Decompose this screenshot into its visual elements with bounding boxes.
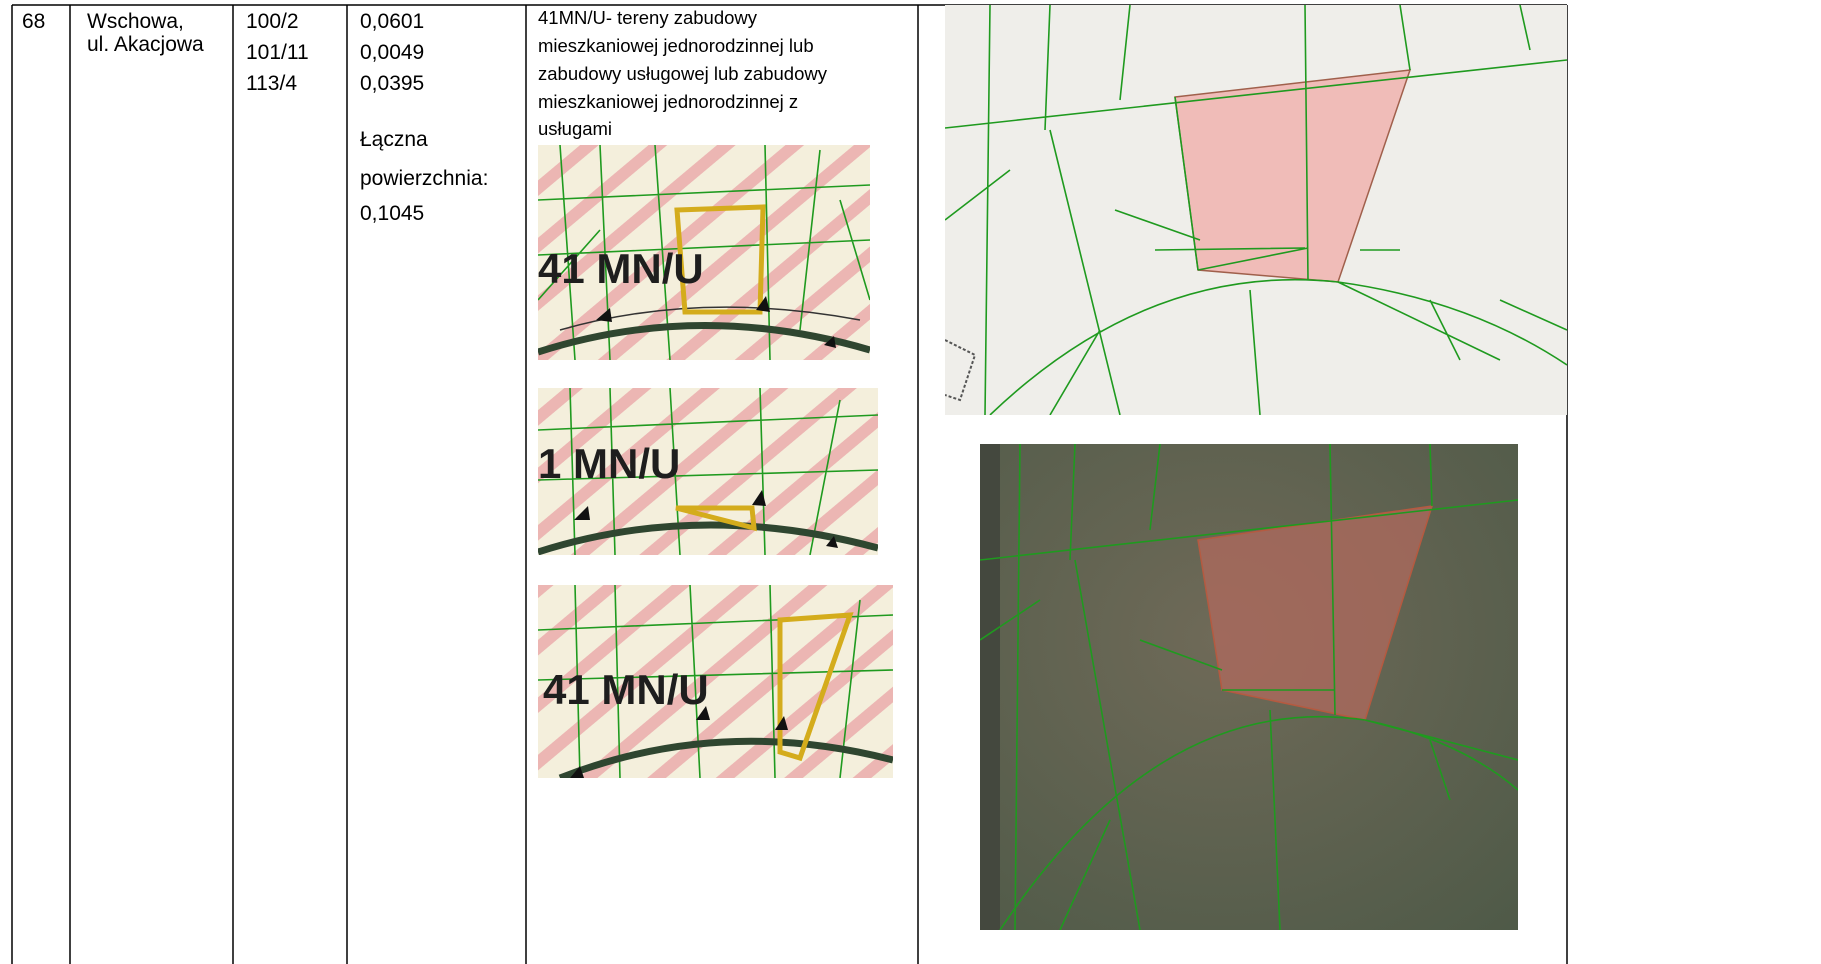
description: zabudowy usługowej lub zabudowy: [538, 63, 828, 84]
cadastral-map-part: [945, 339, 977, 402]
plan-map-part: [826, 536, 838, 548]
aerial-map-part: [980, 444, 1518, 930]
plan-map: 1 MN/U: [538, 388, 878, 555]
plan-label: 41 MN/U: [538, 245, 704, 292]
plan-map-part: [570, 766, 584, 778]
plan-map-part: [538, 388, 878, 555]
plan-label: 1 MN/U: [538, 440, 680, 487]
location: ul. Akacjowa: [87, 33, 204, 56]
parcel: 100/2: [246, 10, 299, 33]
plan-map-part: [538, 585, 893, 778]
plan-map-part: [824, 336, 836, 348]
description: 41MN/U- tereny zabudowy: [538, 7, 758, 28]
parcel: 113/4: [246, 72, 297, 95]
description: usługami: [538, 118, 612, 139]
plan-map-part: [675, 505, 757, 532]
total-label: powierzchnia:: [360, 167, 488, 190]
plan-map-part: [558, 737, 893, 778]
area: 0,0049: [360, 41, 424, 64]
area: 0,0395: [360, 72, 424, 95]
plan-map-part: [696, 706, 710, 720]
cadastral-map: [945, 5, 1567, 415]
parcel: 101/11: [246, 41, 309, 64]
total-label: Łączna: [360, 128, 428, 151]
total-area: 0,1045: [360, 202, 424, 225]
aerial-map-part: [980, 444, 1000, 930]
plan-map: 41 MN/U: [538, 585, 893, 778]
row-number: 68: [22, 10, 45, 33]
area: 0,0601: [360, 10, 424, 33]
location: Wschowa,: [87, 10, 184, 33]
plan-map: 41 MN/U: [538, 145, 870, 360]
plan-map-part: [574, 506, 590, 520]
aerial-map: [980, 444, 1518, 930]
cadastral-map-part: [945, 5, 1567, 415]
plan-map-part: [674, 204, 766, 315]
description: mieszkaniowej jednorodzinnej lub: [538, 35, 814, 56]
plan-map-part: [538, 322, 870, 356]
plan-map-part: [596, 308, 612, 322]
description: mieszkaniowej jednorodzinnej z: [538, 91, 798, 112]
plan-map-part: [538, 521, 878, 555]
plan-map-part: [559, 306, 861, 331]
plan-map-part: [777, 612, 854, 762]
plan-map-part: [756, 296, 770, 312]
plan-map-part: [752, 490, 766, 506]
plan-map-part: [775, 716, 788, 730]
plan-map-part: [538, 145, 870, 360]
plan-label: 41 MN/U: [543, 666, 709, 713]
